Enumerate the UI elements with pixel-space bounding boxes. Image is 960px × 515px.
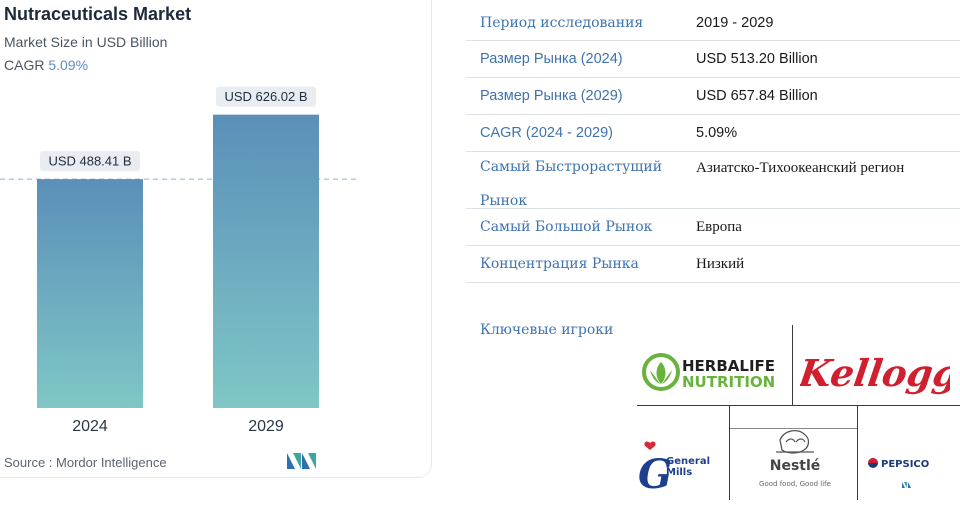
row-key: CAGR (2024 - 2029) — [480, 125, 613, 141]
key-players-label: Ключевые игроки — [480, 322, 614, 338]
data-label: USD 488.41 B — [48, 154, 131, 169]
bar-2024 — [37, 179, 143, 408]
cagr-label: CAGR — [4, 57, 45, 73]
table-row: Самый Большой Рынок Европа — [466, 209, 960, 246]
logo-divider — [730, 428, 857, 429]
data-label: USD 626.02 B — [224, 89, 307, 104]
data-label-bg — [40, 151, 140, 172]
logo-divider — [857, 405, 858, 500]
row-value: 5.09% — [696, 125, 738, 141]
row-value: USD 513.20 Billion — [696, 51, 818, 67]
pepsico-logo: PEPSICO — [868, 458, 929, 488]
row-key: Концентрация Рынка — [480, 256, 639, 272]
chart-title: Nutraceuticals Market — [4, 4, 192, 24]
svg-text:G: G — [638, 451, 672, 496]
herbalife-nutrition-logo: HERBALIFE NUTRITION — [642, 353, 775, 391]
nestle-wordmark: Nestlé — [770, 458, 821, 474]
general-mills-line1: General — [666, 456, 710, 467]
data-label-bg — [216, 86, 316, 107]
mordor-intelligence-logo — [287, 453, 316, 469]
kelloggs-wordmark: Kellogg's — [800, 351, 950, 395]
cagr-value: 5.09% — [48, 57, 89, 73]
row-key: Самый Большой Рынок — [480, 219, 653, 235]
logo-divider — [792, 325, 793, 405]
row-value: USD 657.84 Billion — [696, 88, 818, 104]
kelloggs-logo: Kellogg's — [800, 351, 950, 395]
market-summary-table: Период исследования 2019 - 2029 Размер Р… — [466, 5, 960, 283]
x-tick-label: 2024 — [72, 418, 108, 435]
chart-subtitle: Market Size in USD Billion — [4, 34, 168, 50]
row-key: Период исследования — [480, 14, 644, 31]
row-key: Размер Рынка (2024) — [480, 51, 623, 67]
table-row: CAGR (2024 - 2029) 5.09% — [466, 115, 960, 152]
source-note: Source : Mordor Intelligence — [4, 455, 167, 470]
table-row: Размер Рынка (2029) USD 657.84 Billion — [466, 78, 960, 115]
table-row: Концентрация Рынка Низкий — [466, 246, 960, 283]
row-key: Размер Рынка (2029) — [480, 88, 623, 104]
logo-divider — [637, 405, 960, 406]
row-key: Самый Быстрорастущий Рынок — [480, 159, 663, 209]
nestle-tagline: Good food, Good life — [759, 480, 831, 488]
row-value: 2019 - 2029 — [696, 14, 774, 31]
general-mills-line2: Mills — [666, 467, 692, 478]
row-value: Азиатско-Тихоокеанский регион — [696, 160, 905, 176]
bar-chart: USD 488.41 B 2024 USD 626.02 B 2029 — [0, 86, 356, 435]
nestle-logo: Nestlé Good food, Good life — [759, 429, 831, 488]
bar-2029 — [213, 114, 319, 408]
table-row: Самый Быстрорастущий Рынок Азиатско-Тихо… — [466, 152, 960, 209]
cagr-text: CAGR 5.09% — [4, 57, 88, 73]
pepsico-wordmark: PEPSICO — [881, 459, 929, 470]
general-mills-logo: G General Mills — [638, 441, 710, 496]
row-value: Европа — [696, 218, 742, 235]
table-row: Период исследования 2019 - 2029 — [466, 5, 960, 41]
herbalife-wordmark: HERBALIFE — [682, 357, 775, 375]
herbalife-subline: NUTRITION — [682, 373, 775, 391]
logo-divider — [729, 405, 730, 500]
x-tick-label: 2029 — [248, 418, 284, 435]
table-row: Размер Рынка (2024) USD 513.20 Billion — [466, 41, 960, 78]
row-value: Низкий — [696, 255, 745, 272]
